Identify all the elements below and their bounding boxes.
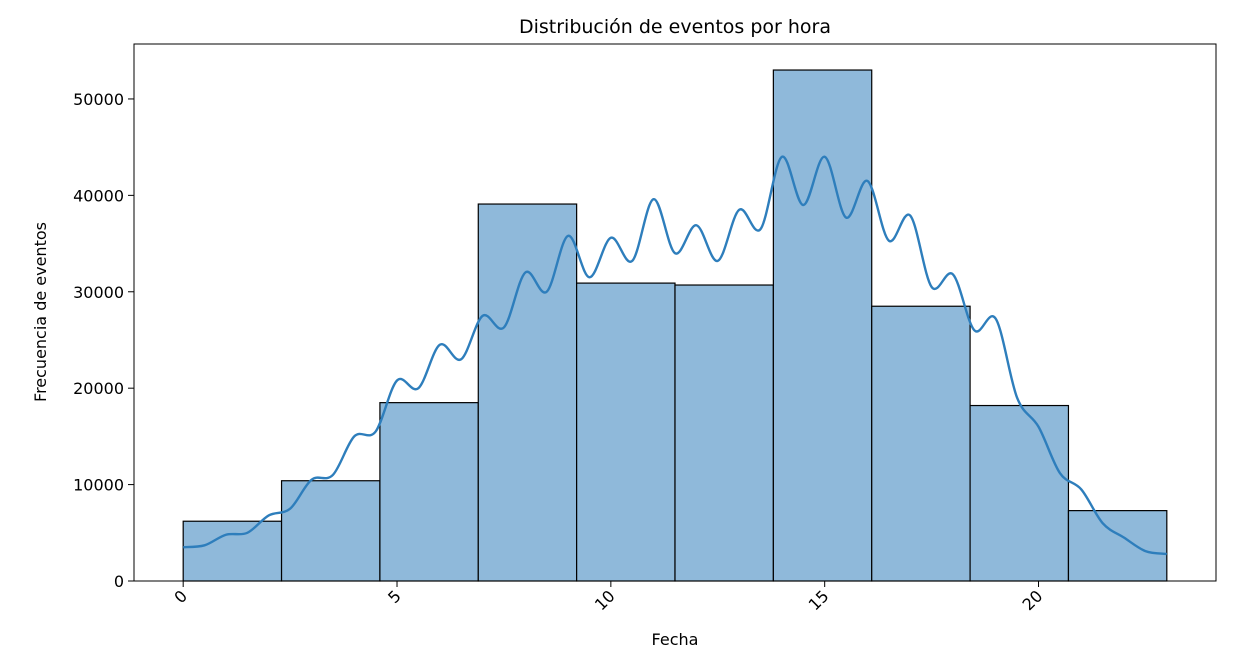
kde-line: [183, 155, 1167, 556]
y-tick-label: 40000: [73, 186, 124, 205]
y-tick-label: 10000: [73, 476, 124, 495]
histogram-bar: [871, 305, 971, 582]
histogram-bar: [674, 284, 774, 582]
histogram-bar: [379, 402, 479, 582]
y-tick-label: 20000: [73, 379, 124, 398]
histogram-bar: [280, 480, 381, 582]
histogram-bar: [576, 282, 676, 582]
y-tick-label: 30000: [73, 283, 124, 302]
x-axis-label: Fecha: [652, 630, 699, 649]
bars-layer: [182, 69, 1168, 582]
histogram-bar: [477, 203, 578, 582]
y-axis-label: Frecuencia de eventos: [31, 222, 50, 402]
chart-title: Distribución de eventos por hora: [519, 16, 831, 38]
plot-frame: [133, 43, 1217, 582]
y-tick-label: 0: [114, 572, 124, 591]
y-tick-label: 50000: [73, 90, 124, 109]
histogram-bar: [182, 520, 283, 582]
histogram-bar: [1067, 510, 1168, 582]
y-axis-ticks: 0 10000 20000 30000 40000 50000: [73, 90, 134, 591]
histogram-bar: [772, 69, 873, 582]
kde-layer: [183, 155, 1167, 556]
histogram-bar: [969, 404, 1070, 582]
